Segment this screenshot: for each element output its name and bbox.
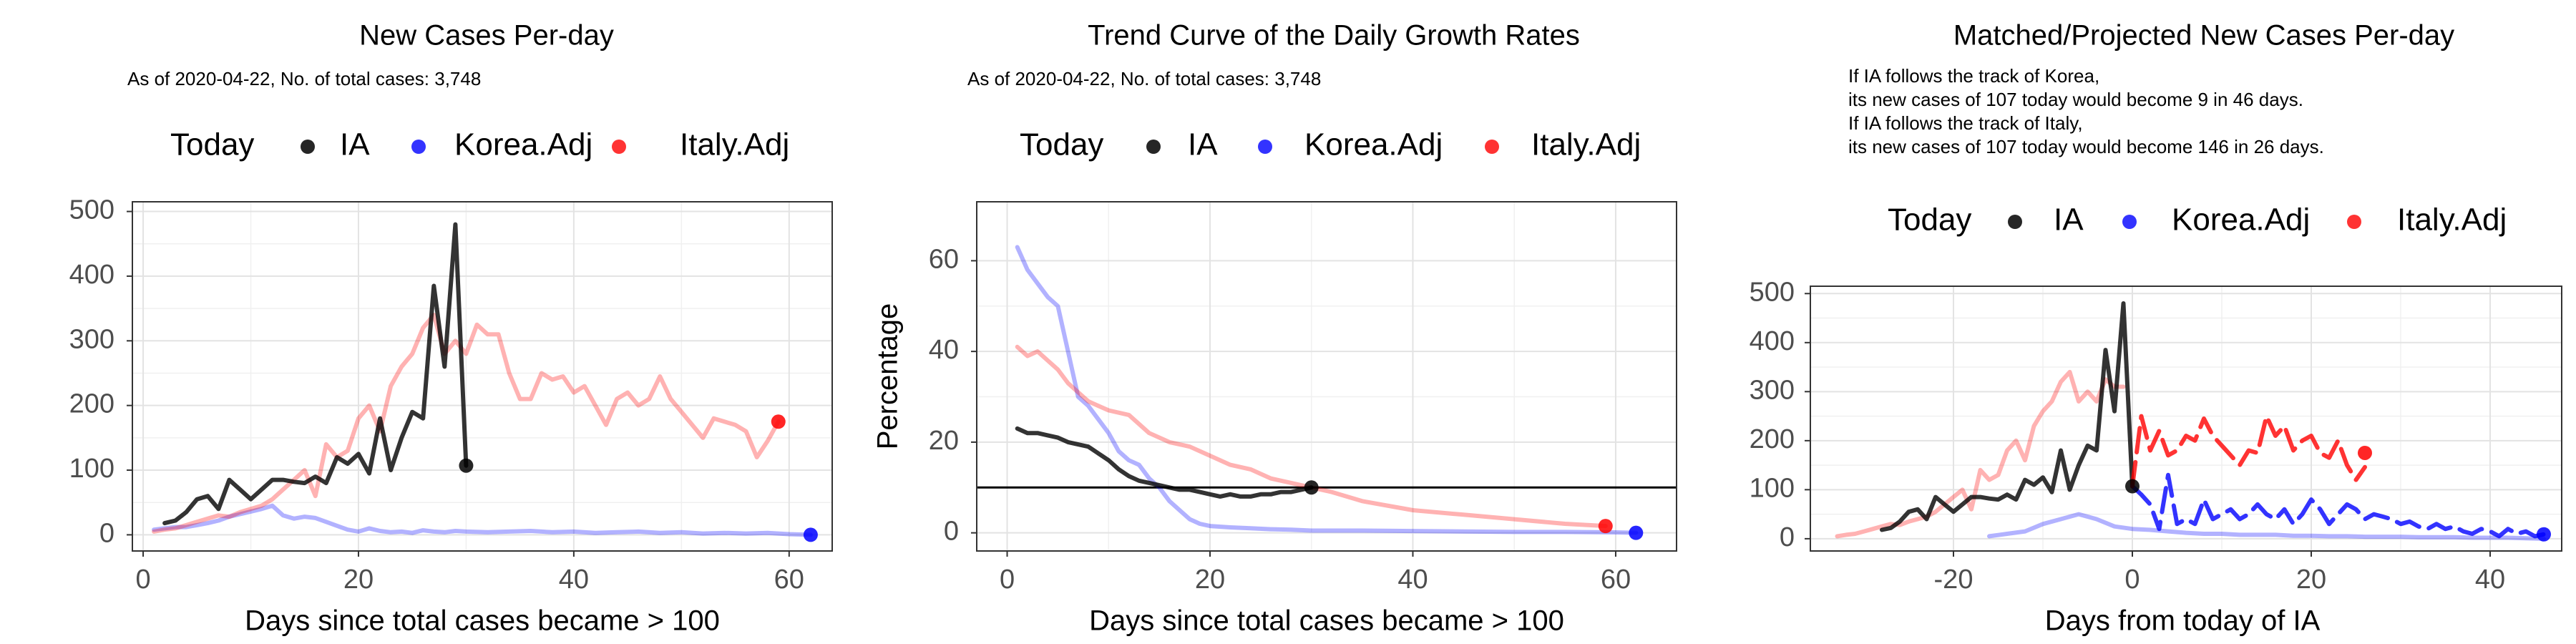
chart-title: Trend Curve of the Daily Growth Rates bbox=[1088, 20, 1580, 52]
y-tick-label: 200 bbox=[1750, 424, 1795, 454]
series-line-ia bbox=[1880, 301, 2135, 532]
series-line-korea-adj bbox=[1015, 245, 1639, 535]
legend-key-ia bbox=[1146, 140, 1161, 154]
x-tick-label: 40 bbox=[559, 565, 589, 595]
y-tick-label: 0 bbox=[99, 518, 114, 548]
legend-key-ia bbox=[301, 140, 315, 154]
legend-label: Korea.Adj bbox=[454, 127, 592, 162]
legend-title: Today bbox=[1020, 127, 1103, 162]
chart-panel-1: New Cases Per-day As of 2020-04-22, No. o… bbox=[69, 20, 833, 637]
series-line-korea-adj bbox=[152, 503, 813, 537]
legend-key-italy-adj bbox=[1485, 140, 1499, 154]
series-line-italy-adj bbox=[1835, 369, 2126, 539]
legend-key-korea-adj bbox=[1258, 140, 1272, 154]
plot-border bbox=[132, 201, 833, 552]
legend-key-ia bbox=[2008, 215, 2022, 229]
series-line-korea-adj-projected bbox=[2130, 472, 2546, 539]
y-axis-label: Percentage bbox=[872, 303, 904, 450]
x-axis-label: Days since total cases became > 100 bbox=[245, 605, 720, 637]
chart-subtitle-line: its new cases of 107 today would become … bbox=[1848, 89, 2303, 110]
legend-key-korea-adj bbox=[411, 140, 426, 154]
chart-subtitle-line: its new cases of 107 today would become … bbox=[1848, 136, 2324, 157]
x-axis-label: Days since total cases became > 100 bbox=[1089, 605, 1564, 637]
x-tick-label: 20 bbox=[1195, 565, 1225, 595]
legend-label: IA bbox=[1188, 127, 1218, 162]
plot-border bbox=[976, 201, 1677, 552]
legend-label: IA bbox=[340, 127, 370, 162]
x-tick-label: 0 bbox=[1000, 565, 1015, 595]
series-line-italy-adj-projected bbox=[2130, 414, 2367, 489]
y-tick-label: 0 bbox=[1780, 522, 1795, 552]
y-tick-label: 300 bbox=[69, 324, 114, 354]
legend-label: IA bbox=[2054, 203, 2084, 238]
y-tick-label: 200 bbox=[69, 389, 114, 419]
today-point-korea-adj bbox=[2537, 527, 2551, 542]
plot-area bbox=[1810, 286, 2562, 551]
plot-area bbox=[132, 202, 832, 551]
x-tick-label: -20 bbox=[1934, 565, 1974, 595]
x-tick-label: 20 bbox=[2296, 565, 2326, 595]
y-tick-label: 400 bbox=[1750, 326, 1795, 356]
today-point-ia bbox=[459, 458, 474, 473]
gridlines bbox=[132, 202, 832, 551]
x-tick-label: 60 bbox=[774, 565, 804, 595]
x-axis-label: Days from today of IA bbox=[2045, 605, 2321, 637]
legend-label: Korea.Adj bbox=[2172, 203, 2310, 238]
x-tick-label: 60 bbox=[1601, 565, 1631, 595]
legend-title: Today bbox=[170, 127, 254, 162]
today-point-italy-adj bbox=[771, 414, 786, 429]
y-tick-label: 300 bbox=[1750, 375, 1795, 405]
legend-label: Italy.Adj bbox=[2397, 203, 2507, 238]
gridlines bbox=[1810, 286, 2562, 551]
legend: Today IA Korea.Adj Italy.Adj bbox=[1020, 127, 1641, 162]
chart-subtitle-line: As of 2020-04-22, No. of total cases: 3,… bbox=[967, 68, 1321, 89]
legend-label: Italy.Adj bbox=[680, 127, 789, 162]
legend: Today IA Korea.Adj Italy.Adj bbox=[1888, 203, 2507, 238]
today-point-ia bbox=[1304, 480, 1319, 495]
legend-label: Italy.Adj bbox=[1531, 127, 1641, 162]
today-point-korea-adj bbox=[1629, 525, 1644, 540]
chart-subtitle-line: If IA follows the track of Italy, bbox=[1848, 112, 2083, 134]
legend-key-italy-adj bbox=[612, 140, 626, 154]
legend-key-italy-adj bbox=[2347, 215, 2361, 229]
plot-border bbox=[1810, 286, 2562, 552]
series-line-ia bbox=[162, 222, 469, 526]
y-tick-label: 40 bbox=[929, 335, 959, 365]
y-tick-label: 20 bbox=[929, 426, 959, 456]
y-tick-label: 100 bbox=[69, 454, 114, 484]
x-tick-label: 40 bbox=[2475, 565, 2505, 595]
today-point-korea-adj bbox=[803, 527, 818, 542]
chart-title: New Cases Per-day bbox=[359, 20, 614, 52]
y-tick-label: 400 bbox=[69, 260, 114, 290]
series-line-italy-adj bbox=[1015, 344, 1608, 529]
plot-area bbox=[977, 202, 1677, 551]
y-tick-label: 500 bbox=[1750, 277, 1795, 307]
legend-label: Korea.Adj bbox=[1304, 127, 1443, 162]
x-tick-label: 0 bbox=[2124, 565, 2140, 595]
chart-subtitle-line: As of 2020-04-22, No. of total cases: 3,… bbox=[127, 68, 481, 89]
legend: Today IA Korea.Adj Italy.Adj bbox=[170, 127, 789, 162]
series-line-italy-adj bbox=[152, 313, 781, 534]
y-tick-label: 100 bbox=[1750, 473, 1795, 503]
chart-panel-2: Trend Curve of the Daily Growth Rates As … bbox=[872, 20, 1677, 637]
legend-title: Today bbox=[1888, 203, 1971, 238]
today-point-ia bbox=[2125, 479, 2140, 494]
x-tick-label: 20 bbox=[343, 565, 374, 595]
chart-subtitle-line: If IA follows the track of Korea, bbox=[1848, 65, 2099, 87]
x-tick-label: 0 bbox=[135, 565, 150, 595]
chart-title: Matched/Projected New Cases Per-day bbox=[1953, 20, 2454, 52]
x-tick-label: 40 bbox=[1397, 565, 1428, 595]
chart-panel-3: Matched/Projected New Cases Per-day If IA… bbox=[1750, 20, 2562, 637]
legend-key-korea-adj bbox=[2122, 215, 2137, 229]
y-tick-label: 60 bbox=[929, 244, 959, 274]
series-line-korea-adj bbox=[1987, 512, 2546, 541]
today-point-italy-adj bbox=[2358, 445, 2372, 460]
y-tick-label: 0 bbox=[944, 517, 959, 547]
today-point-italy-adj bbox=[1598, 519, 1613, 534]
y-tick-label: 500 bbox=[69, 195, 114, 225]
series-line-ia bbox=[1015, 426, 1314, 499]
